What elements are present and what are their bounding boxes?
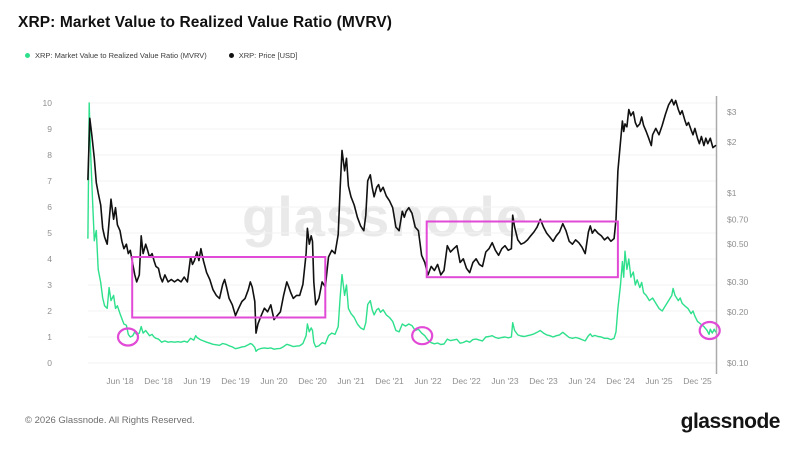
legend-item-mvrv[interactable]: XRP: Market Value to Realized Value Rati… [25,51,207,60]
right-axis-tick-label: $0.20 [727,307,749,317]
left-axis-tick-label: 0 [47,358,52,368]
left-axis-tick-label: 6 [47,202,52,212]
x-axis-tick-label: Dec '21 [375,376,404,386]
left-axis-tick-label: 1 [47,332,52,342]
x-axis-tick-label: Jun '24 [568,376,595,386]
x-axis-tick-label: Jun '25 [645,376,672,386]
x-axis-tick-label: Dec '22 [452,376,481,386]
x-axis-tick-label: Jun '23 [491,376,518,386]
right-axis-tick-label: $0.10 [727,358,749,368]
left-axis-tick-label: 2 [47,306,52,316]
legend-label-mvrv: XRP: Market Value to Realized Value Rati… [35,51,207,60]
left-axis-tick-label: 8 [47,150,52,160]
annotation-circle [411,326,434,346]
annotation-box [131,256,327,319]
x-axis-tick-label: Dec '18 [144,376,173,386]
glassnode-logo: glassnode [680,410,781,433]
annotation-circle [698,320,721,341]
price-line [87,98,717,334]
x-axis-tick-label: Dec '20 [298,376,327,386]
x-axis-tick-label: Jun '20 [260,376,287,386]
chart-legend: XRP: Market Value to Realized Value Rati… [25,51,298,60]
legend-item-price[interactable]: XRP: Price [USD] [228,51,298,60]
legend-label-price: XRP: Price [USD] [238,51,298,60]
right-axis-tick-label: $1 [727,188,737,198]
left-axis-tick-label: 9 [47,124,52,134]
x-axis-tick-label: Dec '19 [221,376,250,386]
copyright-text: © 2026 Glassnode. All Rights Reserved. [25,415,195,426]
left-axis-tick-label: 4 [47,254,52,264]
x-axis-tick-label: Jun '19 [183,376,210,386]
price-series-dot-icon [228,53,234,58]
x-axis-tick-label: Dec '24 [606,376,635,386]
right-axis-tick-label: $0.30 [727,277,749,287]
mvrv-ratio-line [87,102,717,352]
x-axis-tick-label: Jun '22 [414,376,441,386]
x-axis-tick-label: Jun '21 [337,376,364,386]
left-axis-tick-label: 5 [47,228,52,238]
annotation-box [425,220,619,279]
right-axis-tick-label: $2 [727,137,737,147]
right-axis-tick-label: $0.50 [727,239,749,249]
page-title: XRP: Market Value to Realized Value Rati… [18,14,393,31]
left-axis-tick-label: 3 [47,280,52,290]
annotation-circle [116,327,140,347]
left-axis-tick-label: 10 [43,98,53,108]
right-axis-tick-label: $3 [727,107,737,117]
x-axis-tick-label: Dec '25 [683,376,712,386]
x-axis-tick-label: Jun '18 [106,376,133,386]
x-axis-tick-label: Dec '23 [529,376,558,386]
right-axis-tick-label: $0.70 [727,214,749,224]
mvrv-series-dot-icon [25,53,30,58]
left-axis-tick-label: 7 [47,176,52,186]
